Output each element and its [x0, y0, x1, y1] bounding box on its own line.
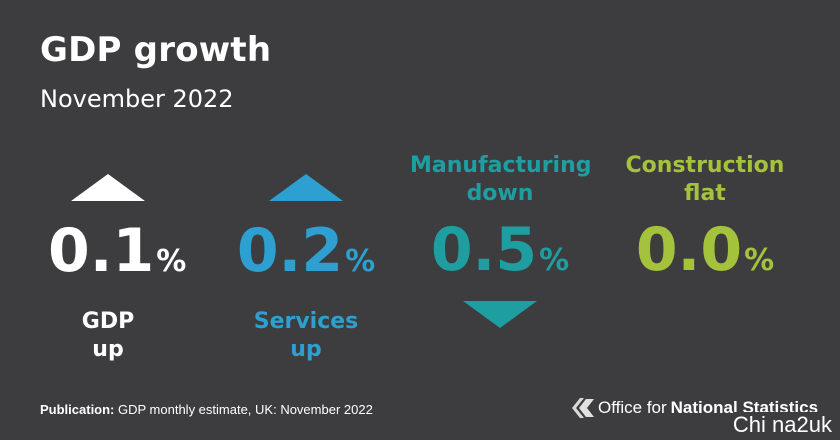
manufacturing-label: Manufacturing down — [410, 152, 592, 208]
construction-label-line1: Construction — [625, 153, 785, 178]
manufacturing-value-number: 0.5 — [430, 215, 538, 285]
gdp-value-unit: % — [156, 244, 187, 279]
construction-label: Construction flat — [620, 152, 790, 208]
services-value: 0.2% — [236, 219, 376, 294]
tile-gdp: 0.1% GDP up — [48, 174, 186, 364]
manufacturing-label-line1: Manufacturing — [410, 153, 592, 178]
publication-footer: Publication: GDP monthly estimate, UK: N… — [40, 402, 373, 417]
services-value-number: 0.2 — [236, 216, 344, 286]
logo-text: Office for — [598, 398, 667, 417]
gdp-label: GDP up — [48, 308, 168, 364]
tile-services: 0.2% Services up — [236, 174, 376, 364]
construction-label-line2: flat — [684, 181, 726, 206]
arrow-down-icon — [463, 301, 537, 328]
services-value-unit: % — [345, 244, 376, 279]
gdp-label-line2: up — [92, 337, 124, 362]
manufacturing-value: 0.5% — [410, 218, 590, 293]
gdp-value: 0.1% — [48, 216, 186, 294]
construction-value-number: 0.0 — [635, 215, 743, 285]
watermark: Chi na2uk — [732, 412, 832, 438]
construction-value: 0.0% — [620, 218, 790, 293]
publication-text: GDP monthly estimate, UK: November 2022 — [114, 402, 373, 417]
manufacturing-value-unit: % — [539, 243, 570, 278]
services-label-line1: Services — [253, 309, 359, 334]
page-subtitle: November 2022 — [40, 85, 234, 113]
tile-construction: Construction flat 0.0% — [620, 152, 790, 293]
construction-value-unit: % — [744, 243, 775, 278]
gdp-value-number: 0.1 — [48, 216, 155, 286]
manufacturing-label-line2: down — [466, 181, 534, 206]
ons-logo-icon — [572, 398, 594, 418]
arrow-up-icon — [71, 174, 145, 201]
arrow-up-icon — [269, 174, 343, 201]
publication-label: Publication: — [40, 402, 115, 417]
tile-manufacturing: Manufacturing down 0.5% — [410, 152, 592, 328]
gdp-label-line1: GDP — [81, 309, 135, 334]
services-label: Services up — [236, 308, 376, 364]
services-label-line2: up — [290, 337, 322, 362]
page-title: GDP growth — [40, 30, 272, 70]
